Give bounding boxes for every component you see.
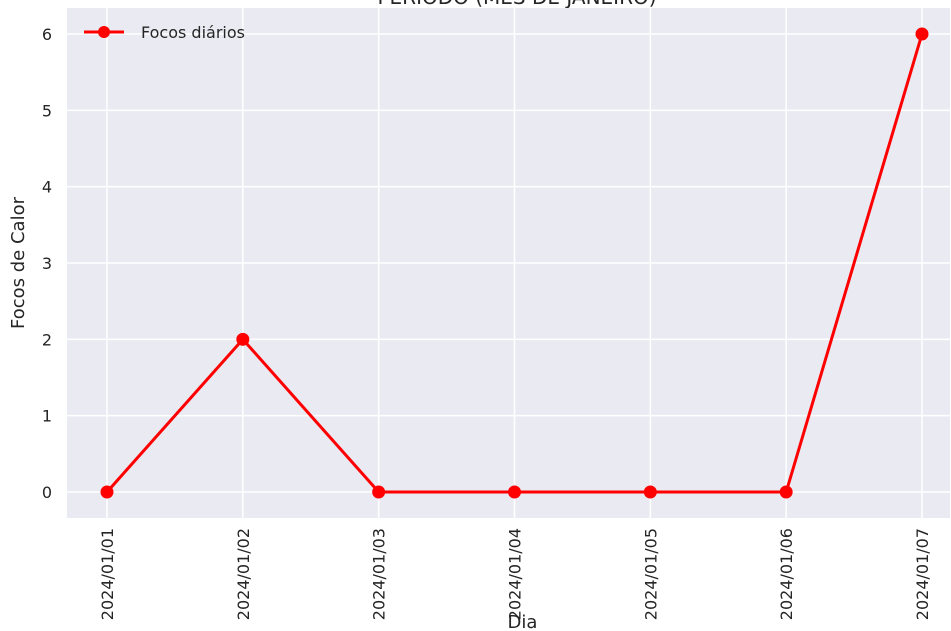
grid-lines bbox=[67, 8, 950, 518]
y-tick-label: 3 bbox=[42, 254, 52, 273]
x-tick-label: 2024/01/03 bbox=[370, 528, 389, 620]
data-point bbox=[915, 27, 929, 41]
y-tick-label: 4 bbox=[42, 178, 52, 197]
y-tick-labels: 0 1 2 3 4 5 6 bbox=[42, 25, 52, 502]
legend-label: Focos diários bbox=[141, 23, 245, 42]
series-layer bbox=[100, 27, 929, 499]
x-tick-label: 2024/01/05 bbox=[641, 528, 660, 620]
y-tick-label: 0 bbox=[42, 483, 52, 502]
y-tick-label: 1 bbox=[42, 407, 52, 426]
x-tick-label: 2024/01/01 bbox=[98, 528, 117, 620]
x-axis-label: Dia bbox=[508, 612, 538, 631]
x-tick-labels: 2024/01/01 2024/01/02 2024/01/03 2024/01/04… bbox=[98, 528, 932, 620]
data-point bbox=[779, 485, 793, 499]
chart-title: PERÍODO (MÊS DE JANEIRO) bbox=[377, 0, 656, 9]
legend: Focos diários bbox=[84, 23, 245, 42]
y-tick-label: 2 bbox=[42, 330, 52, 349]
data-point bbox=[100, 485, 114, 499]
y-tick-label: 6 bbox=[42, 25, 52, 44]
legend-marker-swatch bbox=[98, 26, 110, 38]
x-tick-label: 2024/01/02 bbox=[234, 528, 253, 620]
x-tick-label: 2024/01/04 bbox=[506, 528, 525, 620]
y-axis-label: Focos de Calor bbox=[8, 196, 29, 329]
y-tick-label: 5 bbox=[42, 101, 52, 120]
data-point bbox=[643, 485, 657, 499]
data-point bbox=[508, 485, 521, 499]
x-tick-label: 2024/01/06 bbox=[777, 528, 796, 620]
data-point bbox=[372, 485, 386, 499]
x-tick-label: 2024/01/07 bbox=[913, 528, 932, 620]
data-point bbox=[236, 332, 250, 346]
